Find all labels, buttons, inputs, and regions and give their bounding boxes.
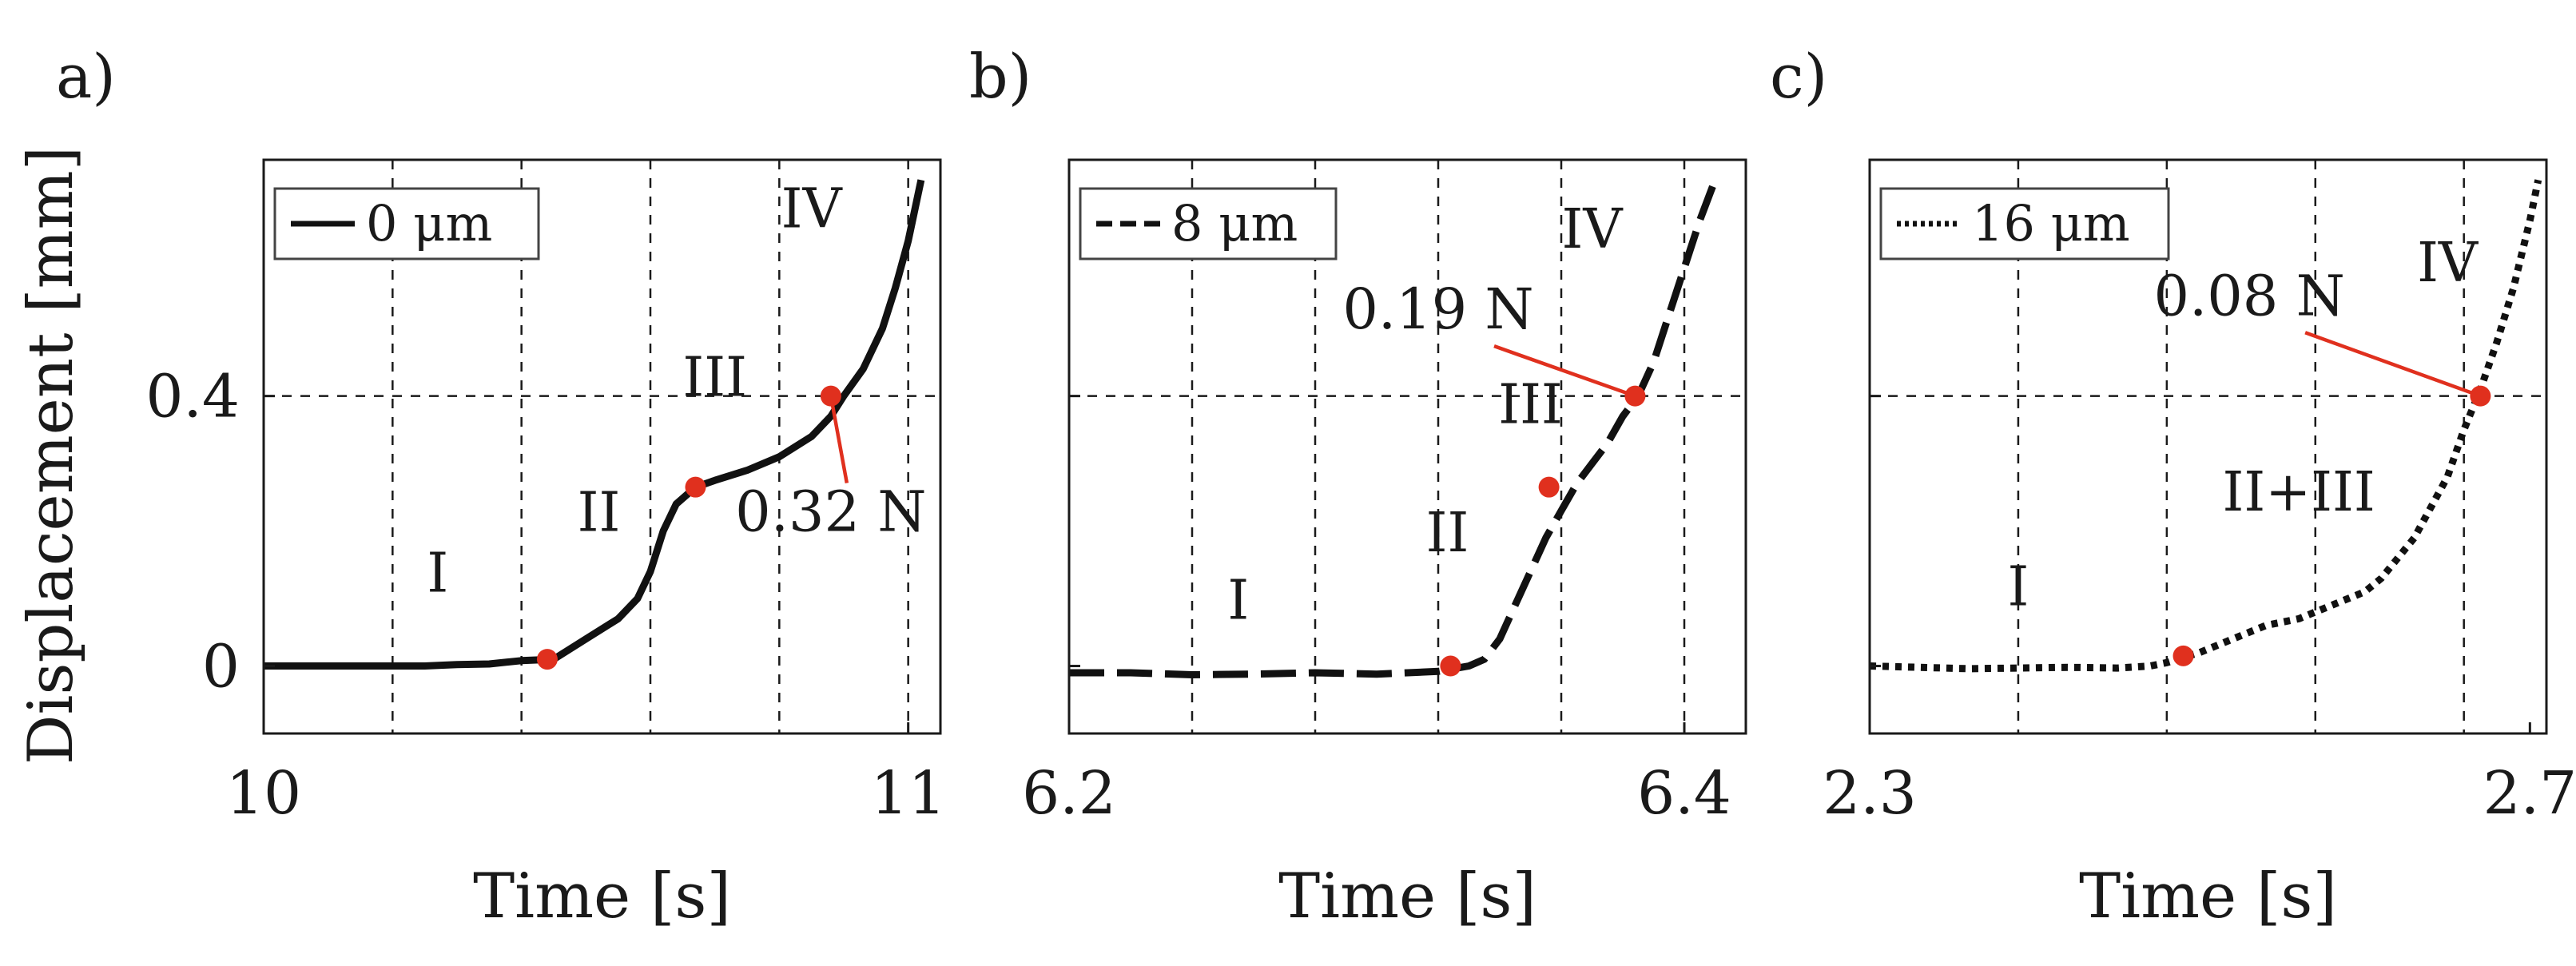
transition-marker	[1538, 476, 1560, 498]
series-line	[1069, 178, 1719, 678]
legend-label: 16 μm	[1972, 194, 2130, 252]
y-tick-label: 0.4	[145, 363, 240, 431]
transition-marker	[2470, 385, 2491, 407]
axes-frame	[262, 158, 942, 735]
phase-label: IV	[1562, 198, 1624, 261]
series-line	[264, 179, 925, 670]
axes-frame	[1868, 158, 2548, 735]
panel-label: b)	[969, 41, 1032, 112]
x-axis-label: Time [s]	[2079, 861, 2337, 932]
x-tick-label: 2.7	[2483, 759, 2576, 828]
force-label: 0.19 N	[1342, 276, 1533, 342]
y-tick-label: 0	[202, 633, 240, 702]
transition-marker	[1624, 385, 1646, 407]
legend: 8 μm	[1079, 187, 1338, 260]
series-line	[1870, 179, 2542, 673]
transition-marker	[820, 385, 841, 407]
phase-label: IV	[2417, 232, 2479, 295]
y-axis-label: Displacement [mm]	[15, 146, 87, 765]
x-tick-label: 6.2	[1022, 759, 1116, 828]
phase-label: IV	[781, 177, 844, 241]
axes-frame	[1067, 158, 1747, 735]
phase-label: II	[578, 482, 621, 545]
transition-marker	[1440, 655, 1461, 677]
x-tick-label: 10	[226, 759, 301, 828]
x-axis-label: Time [s]	[1278, 861, 1536, 932]
transition-marker	[2173, 645, 2194, 666]
phase-label: I	[2007, 556, 2029, 619]
panel-label: a)	[56, 41, 116, 112]
transition-marker	[536, 649, 558, 670]
panel-3: 0.08 N I II+III IV 2.3 2.7 Time [s] c) 16 μm	[1770, 41, 2576, 932]
force-label: 0.08 N	[2153, 263, 2344, 328]
phase-label: II+III	[2222, 461, 2375, 524]
legend-label: 8 μm	[1171, 194, 1298, 252]
phase-label: III	[1498, 373, 1563, 436]
phase-label: III	[682, 347, 747, 410]
legend: 16 μm	[1879, 187, 2170, 260]
phase-label: I	[427, 543, 448, 606]
legend: 0 μm	[273, 187, 540, 260]
x-tick-label: 2.3	[1823, 759, 1917, 828]
phase-label: I	[1227, 569, 1249, 632]
legend-label: 0 μm	[366, 194, 492, 252]
x-tick-label: 11	[871, 759, 946, 828]
transition-marker	[685, 476, 706, 498]
x-axis-label: Time [s]	[473, 861, 731, 932]
x-tick-label: 6.4	[1637, 759, 1731, 828]
force-leader-line	[1493, 344, 1636, 398]
force-label: 0.32 N	[735, 479, 926, 545]
force-leader-line	[2304, 331, 2482, 398]
panel-label: c)	[1770, 41, 1827, 112]
phase-label: II	[1426, 502, 1469, 565]
force-leader-line	[829, 396, 849, 483]
